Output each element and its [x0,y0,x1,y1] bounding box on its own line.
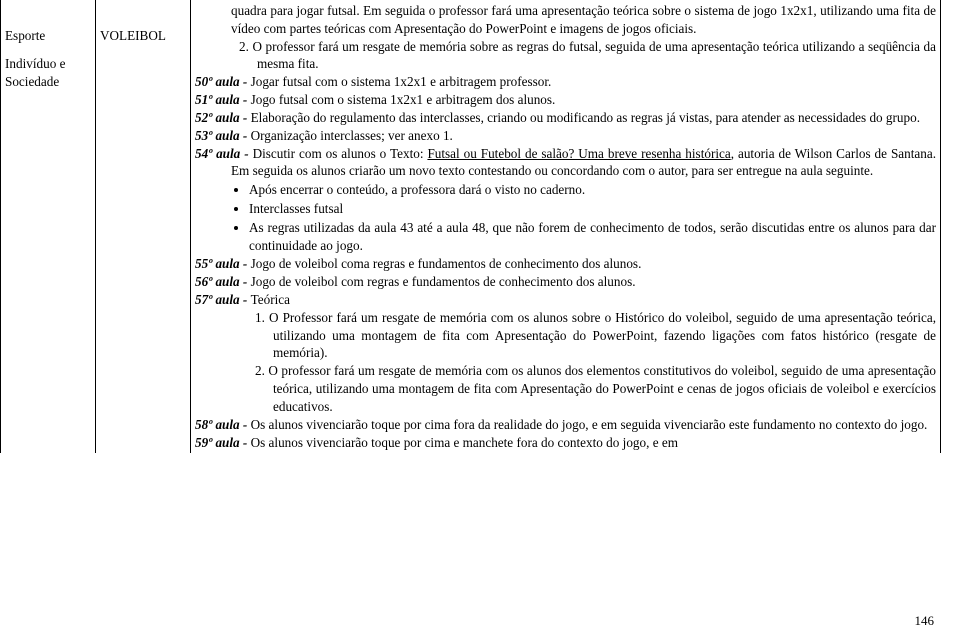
aula-52: 52º aula - Elaboração do regulamento das… [195,109,936,127]
aula-57-text: Teórica [251,292,290,307]
aula-57: 57º aula - Teórica [195,291,936,309]
intro-item-2: 2. O professor fará um resgate de memóri… [195,38,936,74]
aula-57-item-2: 2. O professor fará um resgate de memóri… [195,362,936,415]
bullet-list: Após encerrar o conteúdo, a professora d… [249,181,936,254]
aula-52-text: Elaboração do regulamento das interclass… [251,110,920,125]
bullet-3: As regras utilizadas da aula 43 até a au… [249,219,936,255]
aula-54-label: 54º aula - [195,146,253,161]
content-table: quadra para jogar futsal. Em seguida o p… [0,0,941,453]
aula-51-label: 51º aula - [195,92,251,107]
col1-sociedade: Sociedade [5,73,91,91]
aula-51: 51º aula - Jogo futsal com o sistema 1x2… [195,91,936,109]
aula-52-label: 52º aula - [195,110,251,125]
aula-50-text: Jogar futsal com o sistema 1x2x1 e arbit… [251,74,552,89]
aula-56: 56º aula - Jogo de voleibol com regras e… [195,273,936,291]
cell-col2-row1 [96,0,191,25]
aula-54-underline: Futsal ou Futebol de salão? Uma breve re… [427,146,730,161]
aula-50-label: 50º aula - [195,74,251,89]
col2-voleibol: VOLEIBOL [100,27,186,45]
aula-54-text1: Discutir com os alunos o Texto: [253,146,428,161]
aula-53-label: 53º aula - [195,128,251,143]
aula-56-label: 56º aula - [195,274,251,289]
aula-58-label: 58º aula - [195,417,251,432]
aula-55-text: Jogo de voleibol coma regras e fundament… [251,256,642,271]
bullet-2: Interclasses futsal [249,200,936,218]
cell-content: quadra para jogar futsal. Em seguida o p… [191,0,941,453]
document-page: quadra para jogar futsal. Em seguida o p… [0,0,960,636]
aula-56-text: Jogo de voleibol com regras e fundamento… [251,274,636,289]
cell-col2-row2: VOLEIBOL [96,25,191,453]
aula-58-text: Os alunos vivenciarão toque por cima for… [251,417,928,432]
col1-individuo: Indivíduo e [5,55,91,73]
cell-col1-row1 [1,0,96,25]
intro-paragraph: quadra para jogar futsal. Em seguida o p… [195,2,936,38]
aula-50: 50º aula - Jogar futsal com o sistema 1x… [195,73,936,91]
bullet-1: Após encerrar o conteúdo, a professora d… [249,181,936,199]
aula-59-label: 59º aula - [195,435,251,450]
aula-59: 59º aula - Os alunos vivenciarão toque p… [195,434,936,452]
aula-53: 53º aula - Organização interclasses; ver… [195,127,936,145]
col1-esporte: Esporte [5,27,91,45]
aula-59-text: Os alunos vivenciarão toque por cima e m… [251,435,678,450]
aula-58: 58º aula - Os alunos vivenciarão toque p… [195,416,936,434]
aula-57-label: 57º aula - [195,292,251,307]
cell-col1-row2: Esporte Indivíduo e Sociedade [1,25,96,453]
aula-55: 55º aula - Jogo de voleibol coma regras … [195,255,936,273]
aula-57-item-1: 1. O Professor fará um resgate de memóri… [195,309,936,362]
aula-55-label: 55º aula - [195,256,251,271]
aula-54: 54º aula - Discutir com os alunos o Text… [195,145,936,181]
page-number: 146 [915,612,935,630]
aula-51-text: Jogo futsal com o sistema 1x2x1 e arbitr… [251,92,556,107]
aula-53-text: Organização interclasses; ver anexo 1. [251,128,453,143]
